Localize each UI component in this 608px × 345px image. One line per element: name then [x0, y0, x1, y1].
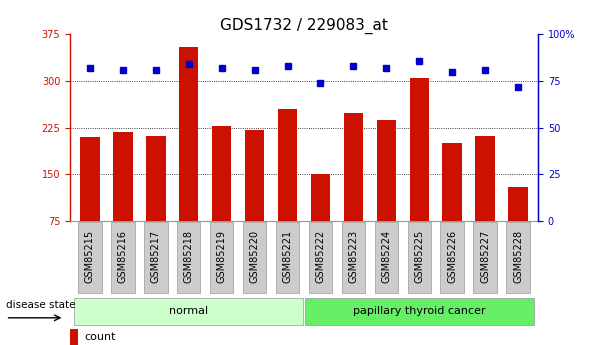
Text: GSM85228: GSM85228	[513, 230, 523, 283]
FancyBboxPatch shape	[474, 222, 497, 294]
Text: GSM85224: GSM85224	[381, 230, 392, 283]
FancyBboxPatch shape	[305, 298, 534, 325]
FancyBboxPatch shape	[177, 222, 201, 294]
FancyBboxPatch shape	[275, 222, 299, 294]
Text: GSM85227: GSM85227	[480, 230, 490, 283]
Text: papillary thyroid cancer: papillary thyroid cancer	[353, 306, 486, 316]
FancyBboxPatch shape	[506, 222, 530, 294]
Bar	[443, 143, 462, 221]
Text: GSM85221: GSM85221	[283, 230, 292, 283]
Bar	[179, 47, 198, 221]
Text: GSM85225: GSM85225	[415, 230, 424, 283]
Text: GSM85222: GSM85222	[316, 230, 325, 283]
Text: GSM85226: GSM85226	[447, 230, 457, 283]
FancyBboxPatch shape	[210, 222, 233, 294]
FancyBboxPatch shape	[111, 222, 134, 294]
Text: normal: normal	[169, 306, 208, 316]
Text: GSM85218: GSM85218	[184, 230, 193, 283]
Text: disease state: disease state	[5, 300, 75, 310]
Text: count: count	[84, 332, 116, 342]
Bar	[410, 78, 429, 221]
Bar	[80, 137, 100, 221]
FancyBboxPatch shape	[243, 222, 266, 294]
Text: GSM85220: GSM85220	[249, 230, 260, 283]
Bar	[344, 114, 364, 221]
FancyBboxPatch shape	[78, 222, 102, 294]
FancyBboxPatch shape	[74, 298, 303, 325]
Bar	[508, 187, 528, 221]
Bar	[475, 136, 496, 221]
Bar	[278, 109, 297, 221]
Title: GDS1732 / 229083_at: GDS1732 / 229083_at	[220, 18, 388, 34]
FancyBboxPatch shape	[440, 222, 465, 294]
Bar	[146, 136, 165, 221]
Text: GSM85217: GSM85217	[151, 230, 161, 283]
FancyBboxPatch shape	[407, 222, 431, 294]
Bar	[244, 129, 264, 221]
Text: GSM85215: GSM85215	[85, 230, 95, 283]
Text: GSM85219: GSM85219	[216, 230, 227, 283]
FancyBboxPatch shape	[143, 222, 168, 294]
FancyBboxPatch shape	[309, 222, 333, 294]
Bar	[311, 174, 330, 221]
Bar	[70, 329, 78, 345]
Text: GSM85223: GSM85223	[348, 230, 359, 283]
Bar	[376, 120, 396, 221]
FancyBboxPatch shape	[375, 222, 398, 294]
Bar	[112, 132, 133, 221]
Text: GSM85216: GSM85216	[118, 230, 128, 283]
FancyBboxPatch shape	[342, 222, 365, 294]
Bar	[212, 126, 232, 221]
